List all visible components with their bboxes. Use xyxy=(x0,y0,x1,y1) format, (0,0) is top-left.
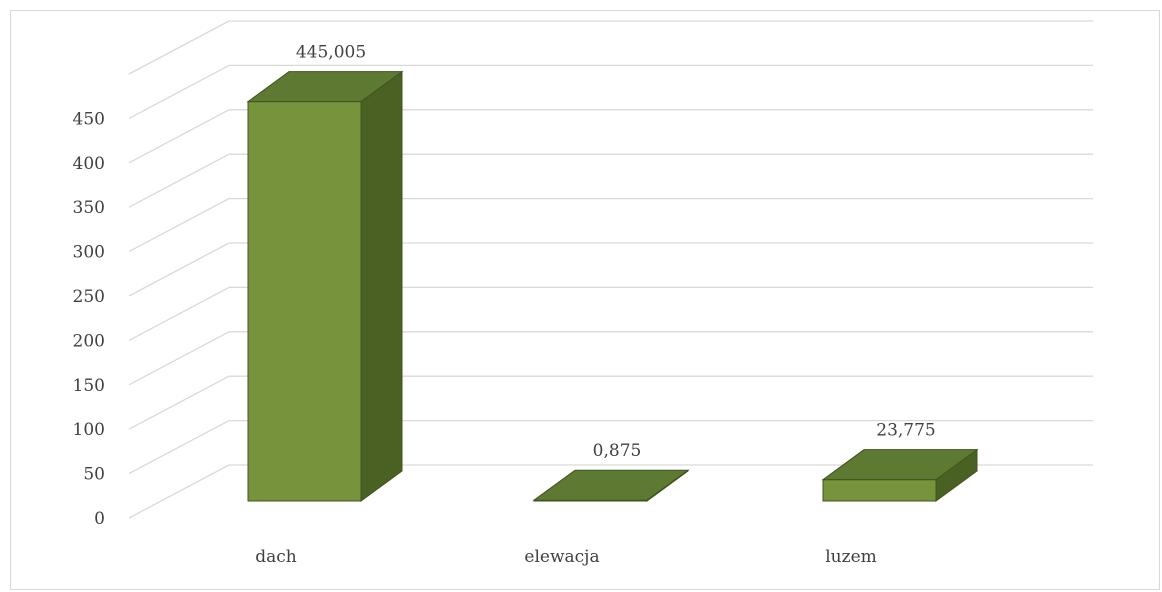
bar-elewacja xyxy=(532,469,690,502)
category-label: luzem xyxy=(825,547,877,567)
y-tick-label: 50 xyxy=(83,465,105,485)
data-label: 23,775 xyxy=(876,421,935,441)
bars xyxy=(246,70,979,502)
chart-area: 0 50 100 150 200 250 300 350 400 450 445,005 0,875… xyxy=(10,10,1160,590)
y-tick-label: 400 xyxy=(73,154,105,174)
gridline xyxy=(128,20,1093,75)
y-tick-label: 450 xyxy=(73,109,105,129)
bar-chart-3d: 0 50 100 150 200 250 300 350 400 450 445,005 0,875… xyxy=(73,20,1093,567)
gridline xyxy=(128,64,1093,119)
y-tick-label: 200 xyxy=(73,331,105,351)
y-tick-label: 0 xyxy=(94,509,105,529)
data-labels: 445,005 0,875 23,775 xyxy=(296,43,936,462)
y-axis-ticks: 0 50 100 150 200 250 300 350 400 450 xyxy=(73,109,105,529)
y-tick-label: 350 xyxy=(73,198,105,218)
y-tick-label: 100 xyxy=(73,420,105,440)
bar-dach xyxy=(246,70,404,502)
category-label: elewacja xyxy=(524,547,599,567)
data-label: 0,875 xyxy=(593,441,642,461)
category-label: dach xyxy=(255,547,297,567)
y-tick-label: 300 xyxy=(73,243,105,263)
y-tick-label: 150 xyxy=(73,376,105,396)
data-label: 445,005 xyxy=(296,43,366,63)
y-tick-label: 250 xyxy=(73,287,105,307)
category-labels: dach elewacja luzem xyxy=(255,547,877,567)
bar-luzem xyxy=(821,448,979,502)
